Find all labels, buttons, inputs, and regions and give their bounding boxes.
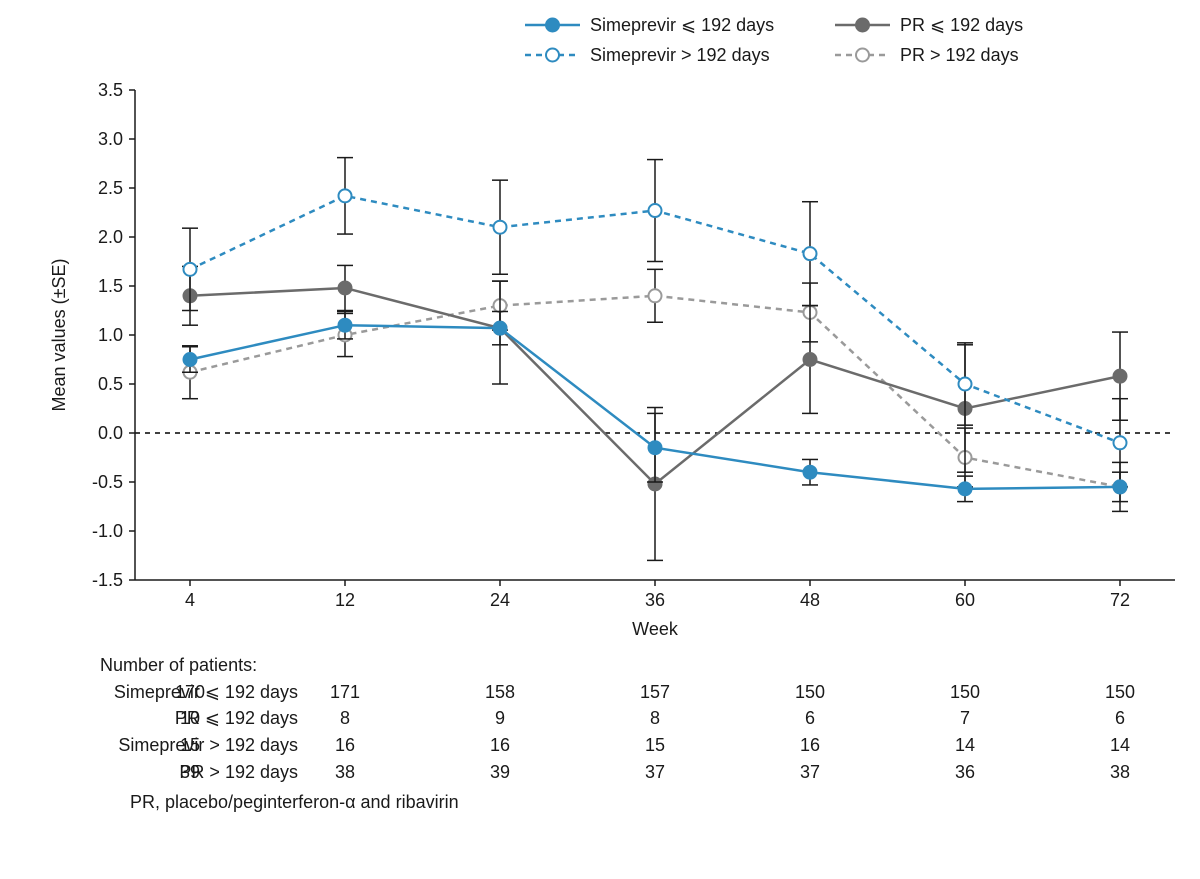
x-tick-label: 60 bbox=[955, 590, 975, 610]
table-footnote: PR, placebo/peginterferon-α and ribaviri… bbox=[130, 792, 459, 812]
table-cell: 38 bbox=[335, 762, 355, 782]
legend-label: PR ⩽ 192 days bbox=[900, 15, 1023, 35]
y-axis-label: Mean values (±SE) bbox=[49, 259, 69, 412]
legend-swatch-marker bbox=[546, 49, 559, 62]
legend-label: PR > 192 days bbox=[900, 45, 1019, 65]
marker-sim_gt bbox=[1114, 436, 1127, 449]
y-tick-label: 0.0 bbox=[98, 423, 123, 443]
table-cell: 6 bbox=[1115, 708, 1125, 728]
marker-pr_gt bbox=[649, 289, 662, 302]
table-cell: 37 bbox=[800, 762, 820, 782]
table-cell: 8 bbox=[340, 708, 350, 728]
marker-sim_gt bbox=[494, 221, 507, 234]
x-tick-label: 12 bbox=[335, 590, 355, 610]
marker-sim_gt bbox=[649, 204, 662, 217]
marker-sim_gt bbox=[804, 247, 817, 260]
x-tick-label: 24 bbox=[490, 590, 510, 610]
y-tick-label: 1.0 bbox=[98, 325, 123, 345]
table-cell: 157 bbox=[640, 682, 670, 702]
marker-pr_le bbox=[1114, 370, 1127, 383]
table-header: Number of patients: bbox=[100, 655, 257, 675]
table-cell: 39 bbox=[180, 762, 200, 782]
table-row-label: Simeprevir > 192 days bbox=[118, 735, 298, 755]
x-tick-label: 36 bbox=[645, 590, 665, 610]
table-cell: 150 bbox=[1105, 682, 1135, 702]
table-cell: 37 bbox=[645, 762, 665, 782]
marker-sim_le bbox=[184, 353, 197, 366]
table-cell: 16 bbox=[490, 735, 510, 755]
y-tick-label: 3.5 bbox=[98, 80, 123, 100]
chart-container: -1.5 -1.0 -0.5 0.0 0.5 1.0 1.5 2.0 2.5 3.0 3.5 4 12 2… bbox=[0, 0, 1200, 879]
table-cell: 15 bbox=[180, 735, 200, 755]
table-cell: 15 bbox=[645, 735, 665, 755]
table-cell: 9 bbox=[495, 708, 505, 728]
y-tick-label: 2.5 bbox=[98, 178, 123, 198]
table-cell: 38 bbox=[1110, 762, 1130, 782]
table-cell: 150 bbox=[795, 682, 825, 702]
marker-sim_gt bbox=[184, 263, 197, 276]
legend-swatch-marker bbox=[546, 19, 559, 32]
table-cell: 10 bbox=[180, 708, 200, 728]
marker-pr_le bbox=[339, 281, 352, 294]
table-cell: 14 bbox=[955, 735, 975, 755]
table-cell: 8 bbox=[650, 708, 660, 728]
table-cell: 7 bbox=[960, 708, 970, 728]
y-tick-label: -0.5 bbox=[92, 472, 123, 492]
marker-sim_le bbox=[494, 322, 507, 335]
table-cell: 158 bbox=[485, 682, 515, 702]
y-tick-label: 3.0 bbox=[98, 129, 123, 149]
marker-pr_le bbox=[804, 353, 817, 366]
x-tick-label: 48 bbox=[800, 590, 820, 610]
x-tick-label: 4 bbox=[185, 590, 195, 610]
table-cell: 150 bbox=[950, 682, 980, 702]
y-tick-label: 0.5 bbox=[98, 374, 123, 394]
table-row-label: Simeprevir ⩽ 192 days bbox=[114, 682, 298, 702]
marker-sim_le bbox=[804, 466, 817, 479]
marker-sim_gt bbox=[339, 189, 352, 202]
legend-label: Simeprevir ⩽ 192 days bbox=[590, 15, 774, 35]
table-cell: 171 bbox=[330, 682, 360, 702]
y-tick-label: 2.0 bbox=[98, 227, 123, 247]
chart-svg: -1.5 -1.0 -0.5 0.0 0.5 1.0 1.5 2.0 2.5 3.0 3.5 4 12 2… bbox=[0, 0, 1200, 879]
table-cell: 36 bbox=[955, 762, 975, 782]
legend-swatch-marker bbox=[856, 19, 869, 32]
table-cell: 170 bbox=[175, 682, 205, 702]
x-tick-label: 72 bbox=[1110, 590, 1130, 610]
y-tick-label: -1.5 bbox=[92, 570, 123, 590]
table-cell: 16 bbox=[335, 735, 355, 755]
table-cell: 16 bbox=[800, 735, 820, 755]
marker-sim_le bbox=[959, 482, 972, 495]
table-cell: 14 bbox=[1110, 735, 1130, 755]
marker-sim_gt bbox=[959, 378, 972, 391]
legend-label: Simeprevir > 192 days bbox=[590, 45, 770, 65]
table-cell: 6 bbox=[805, 708, 815, 728]
legend-swatch-marker bbox=[856, 49, 869, 62]
table-cell: 39 bbox=[490, 762, 510, 782]
y-tick-label: 1.5 bbox=[98, 276, 123, 296]
marker-sim_le bbox=[339, 319, 352, 332]
x-axis-label: Week bbox=[632, 619, 679, 639]
marker-sim_le bbox=[649, 441, 662, 454]
marker-sim_le bbox=[1114, 480, 1127, 493]
y-tick-label: -1.0 bbox=[92, 521, 123, 541]
